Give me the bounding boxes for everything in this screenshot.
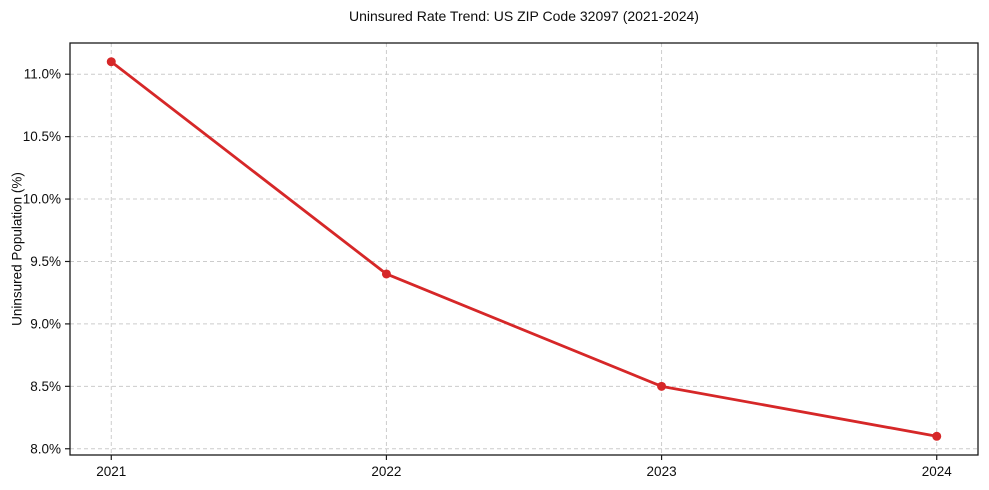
y-tick-label: 8.5% xyxy=(30,379,61,394)
chart-title: Uninsured Rate Trend: US ZIP Code 32097 … xyxy=(349,8,699,24)
y-tick-label: 9.5% xyxy=(30,254,61,269)
y-tick-label: 9.0% xyxy=(30,316,61,331)
axes-spines xyxy=(69,42,979,456)
y-tick-label: 11.0% xyxy=(24,67,61,82)
y-tick-label: 10.5% xyxy=(23,129,61,144)
x-tick-label: 2023 xyxy=(647,464,677,479)
x-tick-label: 2021 xyxy=(96,464,126,479)
data-point-marker xyxy=(381,269,391,279)
trend-line xyxy=(109,60,939,438)
y-tick-label: 8.0% xyxy=(30,441,61,456)
data-point-marker xyxy=(932,431,942,441)
y-tick-label: 10.0% xyxy=(23,192,61,207)
data-point-marker xyxy=(106,57,116,67)
data-point-marker xyxy=(657,381,667,391)
plot-background xyxy=(70,43,978,455)
x-tick-label: 2022 xyxy=(371,464,401,479)
x-tick-label: 2024 xyxy=(922,464,953,479)
